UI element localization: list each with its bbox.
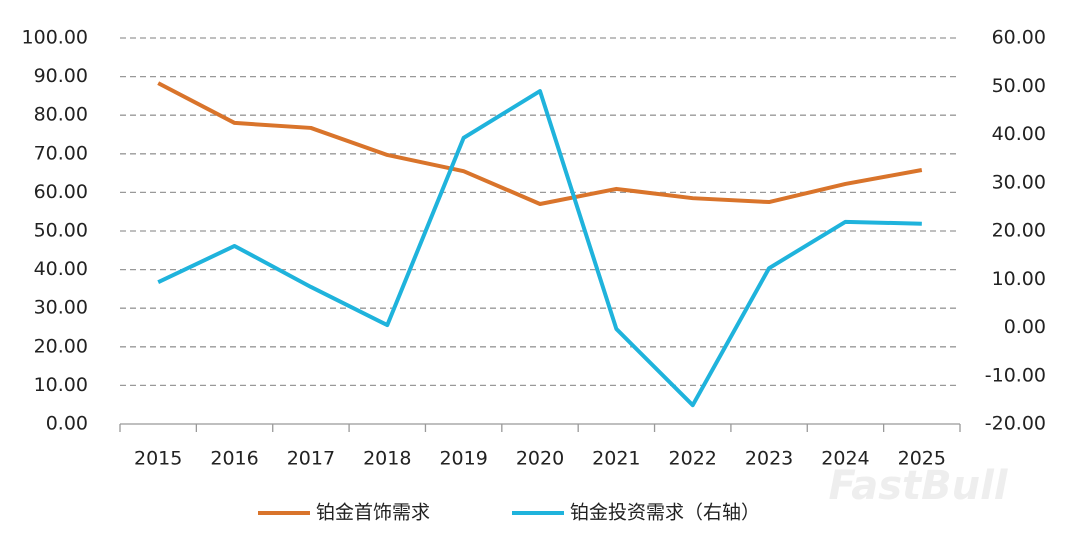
y-tick-label: 90.00 (34, 65, 88, 87)
y2-tick-label: 40.00 (992, 123, 1046, 145)
y-tick-label: 20.00 (34, 335, 88, 357)
y2-tick-label: 30.00 (992, 171, 1046, 193)
x-tick-label: 2020 (516, 448, 564, 470)
y2-tick-label: 0.00 (1004, 316, 1046, 338)
y2-tick-label: 20.00 (992, 220, 1046, 242)
x-tick-label: 2024 (821, 448, 869, 470)
x-tick-label: 2016 (210, 448, 258, 470)
series-line (157, 81, 923, 206)
y-tick-label: 60.00 (34, 181, 88, 203)
x-tick-label: 2023 (745, 448, 793, 470)
x-tick-label: 2017 (287, 448, 335, 470)
y-tick-label: 10.00 (34, 374, 88, 396)
y-tick-label: 80.00 (34, 104, 88, 126)
y-tick-label: 40.00 (34, 258, 88, 280)
legend-label: 铂金首饰需求 (316, 502, 430, 524)
y2-tick-label: -20.00 (985, 413, 1046, 435)
y-tick-label: 30.00 (34, 297, 88, 319)
y2-tick-label: 10.00 (992, 268, 1046, 290)
y-tick-label: 100.00 (22, 27, 88, 49)
x-tick-label: 2021 (592, 448, 640, 470)
y2-tick-label: 60.00 (992, 27, 1046, 49)
y2-tick-label: 50.00 (992, 75, 1046, 97)
series-line (157, 89, 922, 408)
y-tick-label: 70.00 (34, 142, 88, 164)
x-tick-label: 2015 (134, 448, 182, 470)
watermark: FastBull (828, 463, 1008, 509)
y-tick-label: 50.00 (34, 220, 88, 242)
x-tick-label: 2022 (669, 448, 717, 470)
y2-tick-label: -10.00 (985, 364, 1046, 386)
y-tick-label: 0.00 (46, 413, 88, 435)
x-tick-label: 2018 (363, 448, 411, 470)
legend-label: 铂金投资需求（右轴） (570, 502, 760, 524)
x-tick-label: 2019 (439, 448, 487, 470)
x-tick-label: 2025 (898, 448, 946, 470)
